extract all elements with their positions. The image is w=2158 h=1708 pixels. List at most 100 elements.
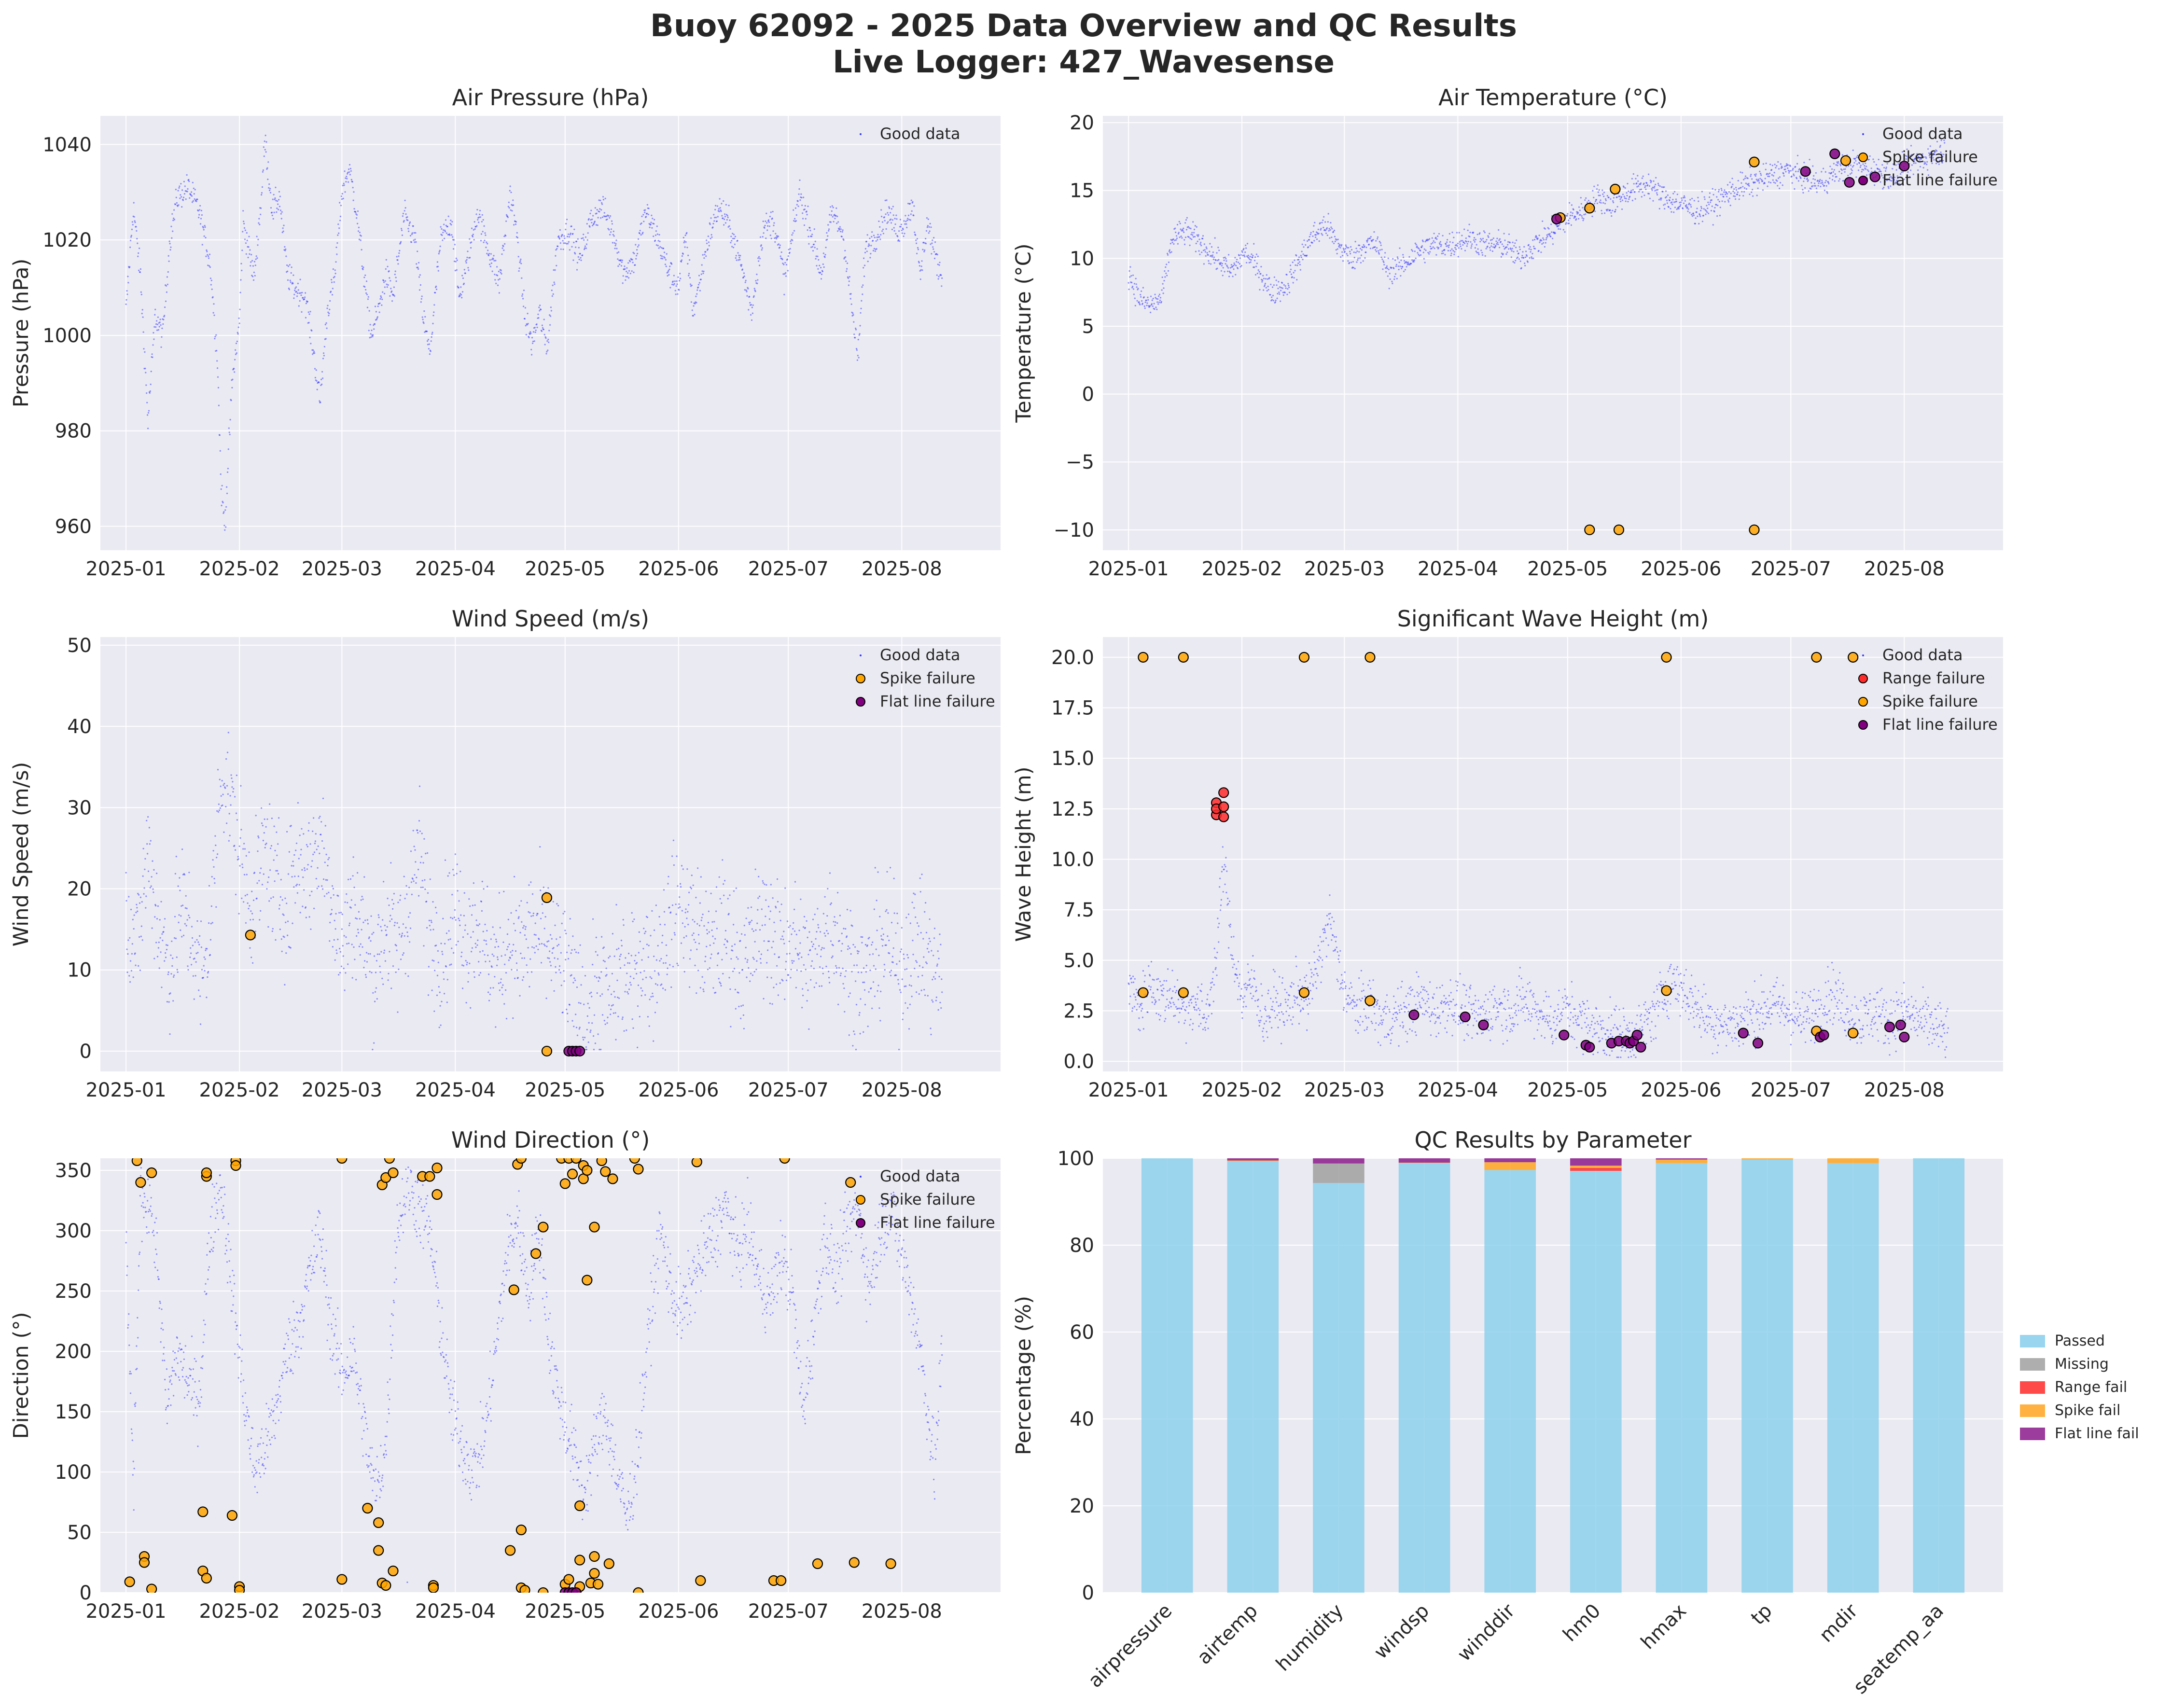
good-data-point	[1685, 204, 1687, 206]
good-data-point	[1674, 191, 1676, 193]
good-data-point	[870, 253, 872, 255]
good-data-point	[1720, 194, 1722, 195]
good-data-point	[135, 964, 137, 966]
y-tick-label: 20	[67, 878, 92, 900]
good-data-point	[903, 220, 905, 222]
good-data-point	[782, 263, 784, 264]
good-data-point	[468, 269, 470, 271]
good-data-point	[1774, 182, 1776, 184]
good-data-point	[154, 308, 156, 310]
good-data-point	[483, 888, 485, 890]
good-data-point	[587, 1041, 589, 1043]
good-data-point	[1732, 183, 1734, 185]
good-data-point	[1638, 185, 1640, 187]
good-data-point	[504, 954, 506, 956]
good-data-point	[661, 942, 663, 944]
good-data-point	[459, 919, 460, 921]
good-data-point	[567, 958, 570, 960]
good-data-point	[343, 182, 345, 184]
good-data-point	[492, 258, 494, 260]
good-data-point	[314, 376, 317, 379]
good-data-point	[333, 281, 335, 283]
good-data-point	[354, 958, 356, 960]
good-data-point	[1196, 226, 1197, 228]
good-data-point	[512, 1017, 514, 1019]
good-data-point	[391, 899, 393, 901]
good-data-point	[1704, 209, 1706, 211]
good-data-point	[790, 242, 792, 244]
good-data-point	[537, 913, 539, 915]
good-data-point	[456, 873, 458, 875]
good-data-point	[1652, 186, 1654, 189]
good-data-point	[204, 958, 206, 960]
good-data-point	[373, 328, 375, 330]
good-data-point	[1410, 263, 1412, 264]
good-data-point	[768, 225, 770, 227]
good-data-point	[498, 982, 500, 984]
good-data-point	[444, 859, 446, 861]
good-data-point	[135, 912, 137, 914]
good-data-point	[293, 854, 295, 856]
good-data-point	[576, 1034, 578, 1036]
good-data-point	[280, 938, 282, 940]
good-data-point	[1282, 294, 1284, 296]
good-data-point	[1510, 248, 1512, 250]
good-data-point	[681, 255, 683, 257]
good-data-point	[875, 240, 877, 242]
good-data-point	[169, 1033, 171, 1035]
good-data-point	[1524, 262, 1526, 264]
panel-windsp: Wind Speed (m/s)Wind Speed (m/s)01020304…	[9, 606, 1001, 1101]
good-data-point	[1878, 158, 1880, 161]
good-data-point	[892, 214, 894, 216]
good-data-point	[1377, 236, 1379, 238]
good-data-point	[139, 969, 141, 972]
good-data-point	[319, 400, 320, 402]
good-data-point	[1831, 172, 1833, 174]
good-data-point	[1480, 250, 1482, 251]
good-data-point	[1293, 272, 1295, 274]
good-data-point	[511, 969, 513, 971]
y-tick-label: 50	[67, 635, 92, 657]
good-data-point	[255, 255, 257, 257]
legend-marker-good	[860, 133, 862, 135]
good-data-point	[705, 890, 707, 892]
good-data-point	[650, 996, 652, 998]
good-data-point	[1853, 162, 1855, 164]
good-data-point	[1820, 185, 1822, 187]
good-data-point	[1831, 168, 1833, 170]
good-data-point	[1819, 180, 1821, 182]
good-data-point	[1420, 246, 1423, 248]
good-data-point	[881, 216, 883, 218]
good-data-point	[353, 208, 355, 210]
good-data-point	[288, 289, 291, 291]
good-data-point	[437, 950, 439, 952]
good-data-point	[865, 240, 867, 242]
good-data-point	[264, 149, 266, 151]
good-data-point	[1675, 200, 1677, 202]
good-data-point	[753, 295, 755, 297]
good-data-point	[618, 947, 620, 949]
good-data-point	[403, 952, 404, 954]
good-data-point	[487, 250, 489, 251]
good-data-point	[580, 259, 582, 261]
good-data-point	[927, 218, 929, 220]
good-data-point	[553, 990, 555, 992]
good-data-point	[1726, 184, 1729, 186]
good-data-point	[1388, 268, 1390, 271]
good-data-point	[381, 304, 383, 306]
good-data-point	[1836, 176, 1838, 178]
good-data-point	[834, 218, 836, 220]
good-data-point	[386, 926, 388, 928]
good-data-point	[574, 979, 576, 981]
good-data-point	[696, 948, 698, 950]
good-data-point	[435, 285, 437, 288]
good-data-point	[1716, 215, 1718, 217]
good-data-point	[1507, 241, 1509, 243]
good-data-point	[689, 283, 692, 285]
good-data-point	[413, 880, 415, 882]
good-data-point	[698, 282, 700, 284]
good-data-point	[1676, 208, 1678, 210]
good-data-point	[884, 199, 886, 201]
good-data-point	[1266, 274, 1267, 276]
good-data-point	[608, 957, 610, 959]
